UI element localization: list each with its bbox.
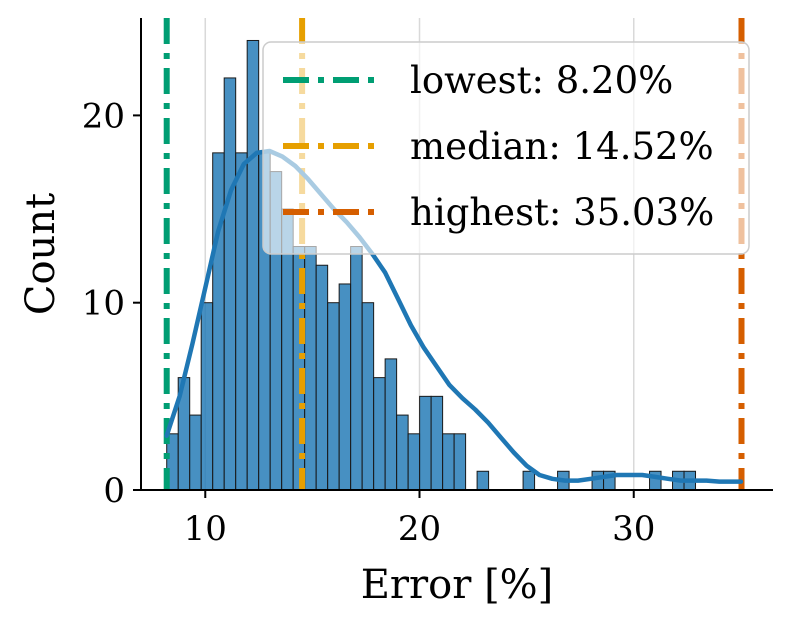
histogram-bar xyxy=(384,358,398,491)
histogram-bar xyxy=(407,433,421,491)
histogram-bar xyxy=(235,152,248,491)
y-axis-title: Count xyxy=(18,193,64,315)
axes xyxy=(140,18,773,491)
y-tick-label: 0 xyxy=(103,471,125,511)
legend-label: median: 14.52% xyxy=(410,125,714,168)
histogram-bar xyxy=(361,302,375,491)
histogram-bar xyxy=(304,246,317,491)
x-tick-label: 20 xyxy=(398,509,441,549)
x-axis-title: Error [%] xyxy=(361,562,554,608)
y-ticks: 0 10 20 xyxy=(82,96,141,511)
histogram-bar xyxy=(246,39,260,491)
legend-label: highest: 35.03% xyxy=(410,191,714,234)
histogram-bar xyxy=(338,283,352,491)
histogram-bar xyxy=(315,264,329,491)
histogram-bar xyxy=(350,246,363,491)
histogram-bar xyxy=(453,433,467,491)
legend: lowest: 8.20% median: 14.52% highest: 35.0… xyxy=(262,41,750,255)
histogram-bar xyxy=(373,377,386,491)
legend-label: lowest: 8.20% xyxy=(410,59,673,102)
y-tick-label: 10 xyxy=(82,284,125,324)
histogram-bar xyxy=(476,470,490,491)
legend-frame xyxy=(262,41,750,255)
histogram-bar xyxy=(419,395,432,491)
histogram-bar xyxy=(189,414,202,491)
histogram-bar xyxy=(442,433,455,491)
x-tick-label: 10 xyxy=(184,509,227,549)
histogram-bar xyxy=(396,414,409,491)
x-ticks: 10 20 30 xyxy=(184,490,655,549)
histogram-bar xyxy=(522,470,536,491)
x-tick-label: 30 xyxy=(612,509,655,549)
histogram-bar xyxy=(212,152,225,491)
histogram-bar xyxy=(327,302,340,491)
histogram-bar xyxy=(223,77,237,491)
histogram-bar xyxy=(200,302,214,491)
y-tick-label: 20 xyxy=(82,96,125,136)
histogram-bar xyxy=(430,395,444,491)
